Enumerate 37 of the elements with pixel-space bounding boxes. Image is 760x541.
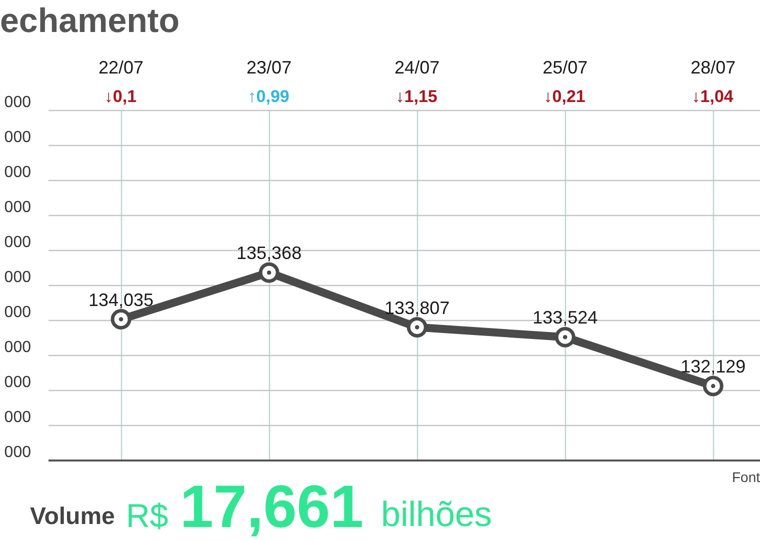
text: 000 (4, 269, 31, 286)
text: 000 (4, 199, 31, 216)
point (110, 309, 132, 330)
point (554, 326, 576, 348)
text: 000 (4, 234, 31, 251)
text: ↓0,1 (104, 87, 137, 106)
x-tick-label: 23/07 (246, 58, 292, 78)
point (258, 262, 280, 283)
text: 000 (4, 374, 31, 391)
text: ↓1,04 (692, 87, 734, 106)
data-label: 134,035 (88, 290, 154, 310)
x-tick-label: 25/07 (542, 58, 588, 78)
text: 17,661 (180, 473, 364, 540)
x-tick-label: 24/07 (394, 58, 440, 78)
text: 000 (4, 94, 31, 111)
chart-title: echamento (0, 2, 180, 40)
data-label: 133,524 (532, 308, 598, 328)
x-tick-label: 28/07 (690, 58, 736, 78)
text: ↓0,21 (544, 87, 586, 106)
text: 000 (4, 164, 31, 181)
text: ↓1,15 (396, 87, 438, 106)
text: 000 (4, 444, 31, 461)
text: Font (732, 469, 760, 485)
text: bilhões (381, 495, 492, 534)
point (406, 317, 428, 338)
text: R$ (126, 497, 168, 534)
data-label: 133,807 (384, 298, 450, 318)
data-label: 135,368 (236, 243, 302, 264)
x-tick-label: 22/07 (98, 58, 144, 78)
text: ↑0,99 (248, 87, 290, 106)
text: 000 (4, 304, 31, 321)
text: 000 (4, 129, 31, 146)
text: 000 (4, 409, 31, 426)
point (702, 376, 724, 396)
text: Volume (30, 503, 115, 530)
text: 000 (4, 339, 31, 356)
data-label: 132,129 (680, 356, 746, 376)
